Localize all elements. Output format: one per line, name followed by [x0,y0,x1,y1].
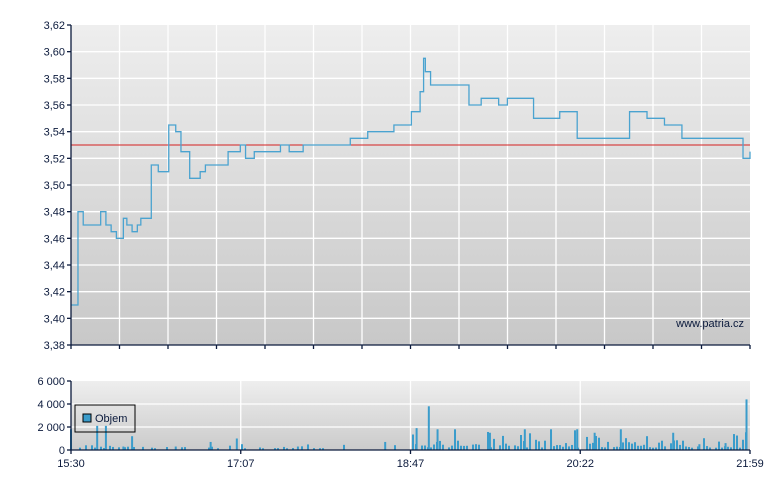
time-tick-label: 18:47 [397,458,425,470]
volume-tick-label: 4 000 [37,399,65,411]
legend-label: Objem [95,413,127,425]
time-tick-label: 17:07 [227,458,255,470]
time-tick-label: 15:30 [57,458,85,470]
y-tick-label: 3,60 [44,47,65,59]
y-tick-label: 3,44 [44,260,65,272]
time-tick-label: 21:59 [736,458,764,470]
volume-chart: 0 2 000 4 000 6 000 15:30 17:07 18:47 20:22 21:… [37,376,763,470]
price-line [71,57,751,306]
volume-tick-label: 6 000 [37,376,65,388]
y-tick-label: 3,52 [44,153,65,165]
y-tick-label: 3,62 [44,20,65,32]
volume-tick-label: 0 [59,445,65,457]
price-y-axis: 3,38 3,40 3,42 3,44 3,46 3,48 3,50 3,52 3,54 3,56… [44,20,71,352]
volume-bars [70,399,748,450]
y-tick-label: 3,58 [44,73,65,85]
y-tick-label: 3,38 [44,340,65,352]
legend-swatch [82,413,92,423]
volume-legend: Objem [74,404,136,433]
y-tick-label: 3,48 [44,207,65,219]
y-tick-label: 3,40 [44,313,65,325]
price-chart: 3,38 3,40 3,42 3,44 3,46 3,48 3,50 3,52 3,54 3,56… [44,20,751,352]
y-tick-label: 3,54 [44,127,65,139]
time-axis-labels: 15:30 17:07 18:47 20:22 21:59 [57,458,764,470]
y-tick-label: 3,56 [44,100,65,112]
volume-y-axis: 0 2 000 4 000 6 000 [37,376,71,457]
volume-grid [71,381,750,450]
time-tick-label: 20:22 [566,458,594,470]
y-tick-label: 3,42 [44,287,65,299]
volume-tick-label: 2 000 [37,422,65,434]
y-tick-label: 3,50 [44,180,65,192]
watermark: www.patria.cz [675,318,744,330]
price-grid [71,25,750,345]
y-tick-label: 3,46 [44,233,65,245]
